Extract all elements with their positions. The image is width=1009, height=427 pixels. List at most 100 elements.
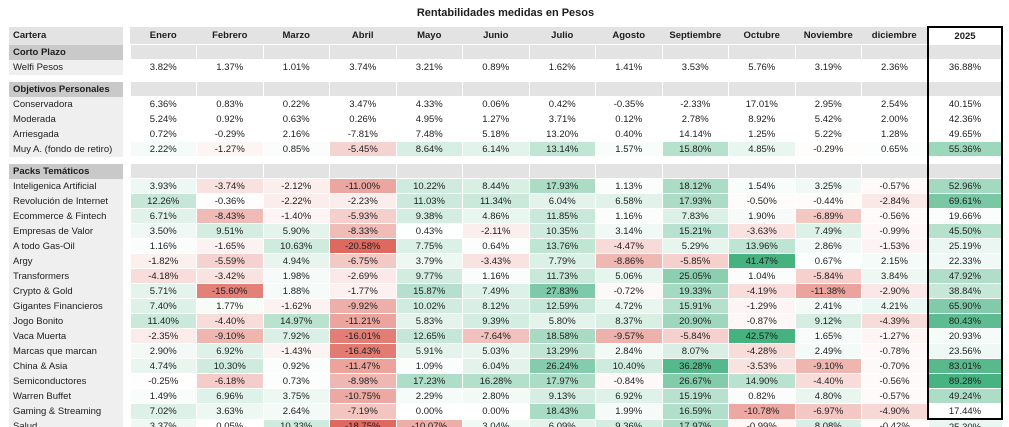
ytd-value-cell: 38.84% <box>927 283 1003 299</box>
value-cell: -10.78% <box>728 403 796 420</box>
value-cell: 0.92% <box>262 358 330 374</box>
value-cell: 0.65% <box>861 141 929 157</box>
ytd-value-cell: 52.96% <box>927 178 1003 194</box>
table-row-moderada: Moderada 5.24% 0.92% 0.63% 0.26% 4.95% 1.27% 3.… <box>9 111 1003 127</box>
section-filler-cell <box>794 44 862 60</box>
spacer-column <box>123 343 130 359</box>
value-cell: 4.95% <box>395 111 463 127</box>
value-cell: 2.90% <box>129 343 197 359</box>
value-cell: 7.92% <box>262 328 330 344</box>
column-header-marzo: Marzo <box>263 27 330 45</box>
value-cell: -20.58% <box>329 238 397 254</box>
gap-cell <box>263 156 330 164</box>
row-label: Vaca Muerta <box>9 328 123 344</box>
value-cell: -10.75% <box>329 388 397 404</box>
gap-cell <box>861 156 928 164</box>
section-filler-cell <box>329 44 397 60</box>
value-cell: 5.29% <box>661 238 729 254</box>
value-cell: 2.49% <box>794 343 862 359</box>
value-cell: 6.36% <box>129 96 197 112</box>
ytd-value-cell: 42.36% <box>927 111 1003 127</box>
value-cell: 12.26% <box>129 193 197 209</box>
value-cell: -0.56% <box>861 373 929 389</box>
section-filler-cell <box>595 44 663 60</box>
spacer-column <box>123 283 130 299</box>
value-cell: 1.16% <box>129 238 197 254</box>
table-row-vaca-muerta: Vaca Muerta -2.35% -9.10% 7.92% -16.01% 12.65… <box>9 328 1003 344</box>
table-row-argy: Argy -1.82% -5.59% 4.94% -6.75% 3.79% -3.43% 7.… <box>9 253 1003 269</box>
value-cell: -10.07% <box>395 418 463 427</box>
value-cell: 0.72% <box>129 126 197 142</box>
value-cell: 8.07% <box>661 343 729 359</box>
value-cell: 4.94% <box>262 253 330 269</box>
section-filler-cell <box>927 163 1003 179</box>
value-cell: -5.85% <box>661 253 729 269</box>
value-cell: -1.27% <box>196 141 264 157</box>
value-cell: -2.33% <box>661 96 729 112</box>
section-filler-cell <box>861 163 929 179</box>
section-filler-cell <box>728 163 796 179</box>
value-cell: -7.64% <box>462 328 530 344</box>
column-header-febrero: Febrero <box>196 27 263 45</box>
section-filler-cell <box>728 81 796 97</box>
value-cell: 18.58% <box>528 328 596 344</box>
ytd-value-cell: 49.24% <box>927 388 1003 404</box>
value-cell: -0.99% <box>861 223 929 239</box>
value-cell: 17.93% <box>528 178 596 194</box>
value-cell: 2.80% <box>462 388 530 404</box>
value-cell: 9.38% <box>395 208 463 224</box>
ytd-value-cell: 25.19% <box>927 238 1003 254</box>
value-cell: 3.63% <box>196 403 264 420</box>
value-cell: -6.89% <box>794 208 862 224</box>
value-cell: 10.22% <box>395 178 463 194</box>
column-header-abril: Abril <box>329 27 396 45</box>
spacer-column <box>123 193 130 209</box>
value-cell: -1.29% <box>728 298 796 314</box>
table-row-warren-buffet: Warren Buffet 1.49% 6.96% 3.75% -10.75% 2.29%… <box>9 388 1003 404</box>
value-cell: 15.87% <box>395 283 463 299</box>
value-cell: -6.75% <box>329 253 397 269</box>
value-cell: 9.39% <box>462 313 530 329</box>
value-cell: 9.51% <box>196 223 264 239</box>
value-cell: -9.10% <box>196 328 264 344</box>
value-cell: 0.67% <box>794 253 862 269</box>
spacer-column <box>123 111 130 127</box>
spacer-column <box>123 126 130 142</box>
value-cell: 18.43% <box>528 403 596 420</box>
gap-cell <box>9 74 123 82</box>
row-label: Muy A. (fondo de retiro) <box>9 141 123 157</box>
value-cell: 11.85% <box>528 208 596 224</box>
ytd-value-cell: 20.93% <box>927 328 1003 344</box>
value-cell: 8.64% <box>395 141 463 157</box>
spacer-column <box>123 373 130 389</box>
gap-cell <box>662 156 729 164</box>
gap-cell <box>462 156 529 164</box>
table-header-row: Cartera Enero Febrero Marzo Abril Mayo Junio Ju… <box>9 26 1003 45</box>
value-cell: 27.83% <box>528 283 596 299</box>
value-cell: -0.44% <box>794 193 862 209</box>
value-cell: 26.24% <box>528 358 596 374</box>
ytd-value-cell: 55.36% <box>927 141 1003 157</box>
value-cell: 1.13% <box>595 178 663 194</box>
value-cell: 0.40% <box>595 126 663 142</box>
section-filler-cell <box>595 81 663 97</box>
value-cell: 0.85% <box>262 141 330 157</box>
row-label: Warren Buffet <box>9 388 123 404</box>
section-filler-cell <box>661 81 729 97</box>
spacer-column <box>123 81 130 97</box>
value-cell: 17.01% <box>728 96 796 112</box>
row-label: Moderada <box>9 111 123 127</box>
value-cell: 1.49% <box>129 388 197 404</box>
value-cell: 3.74% <box>329 59 397 75</box>
gap-cell <box>329 156 396 164</box>
value-cell: 13.29% <box>528 343 596 359</box>
value-cell: 42.57% <box>728 328 796 344</box>
value-cell: -2.35% <box>129 328 197 344</box>
value-cell: 15.91% <box>661 298 729 314</box>
value-cell: -8.98% <box>329 373 397 389</box>
spacer-column <box>123 328 130 344</box>
value-cell: -0.84% <box>595 373 663 389</box>
value-cell: 0.63% <box>262 111 330 127</box>
gap-cell <box>130 156 197 164</box>
value-cell: 4.72% <box>595 298 663 314</box>
